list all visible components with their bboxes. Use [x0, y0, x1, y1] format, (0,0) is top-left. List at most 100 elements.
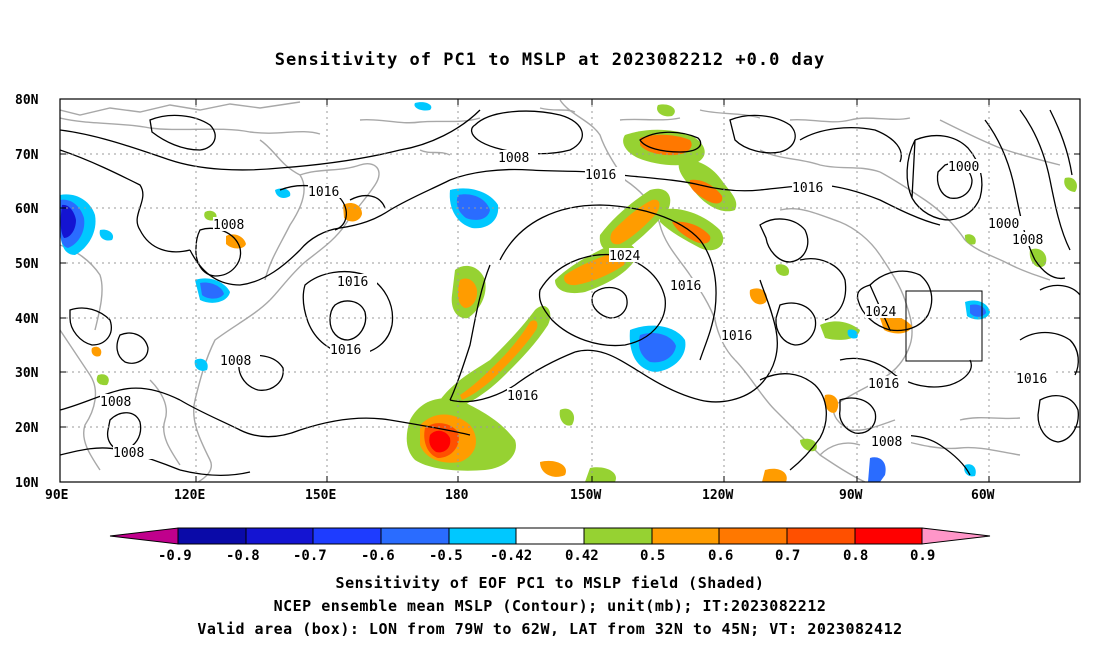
shade-negative	[200, 282, 224, 299]
lon-label: 60W	[971, 488, 995, 503]
caption-line-2: NCEP ensemble mean MSLP (Contour); unit(…	[273, 597, 827, 615]
contour-label: 1016	[330, 343, 361, 358]
colorbar-label: 0.42	[565, 548, 599, 564]
colorbar-box	[786, 527, 856, 545]
lon-label: 150E	[305, 488, 336, 503]
contour-label: 1008	[1012, 233, 1043, 248]
shade-positive	[96, 374, 109, 386]
shade-positive	[762, 468, 787, 482]
shade-positive	[540, 460, 566, 477]
shade-positive	[457, 278, 478, 308]
contour-label: 1000	[948, 160, 979, 175]
contour-label: 1016	[721, 329, 752, 344]
contour-label: 1024	[865, 305, 896, 320]
shade-negative	[194, 358, 208, 371]
shade-positive	[610, 199, 660, 245]
colorbar-box	[718, 527, 788, 545]
lat-label: 40N	[15, 312, 39, 327]
contour-label: 1016	[585, 168, 616, 183]
shade-positive	[440, 305, 551, 410]
shade-positive	[640, 134, 692, 156]
colorbar-label: 0.7	[775, 548, 800, 564]
colorbar-label: 0.5	[640, 548, 665, 564]
lat-label: 10N	[15, 476, 39, 491]
shade-negative	[456, 194, 490, 220]
valid-area-box	[905, 290, 983, 362]
shade-negative	[99, 229, 114, 241]
shade-negative	[964, 464, 976, 477]
lon-label: 180	[445, 488, 469, 503]
lon-label: 90W	[839, 488, 863, 503]
shade-positive	[226, 234, 246, 249]
caption-line-3: Valid area (box): LON from 79W to 62W, L…	[197, 620, 903, 638]
shade-negative	[414, 102, 432, 111]
colorbar-label: 0.8	[843, 548, 868, 564]
lon-label: 150W	[570, 488, 601, 503]
figure-title: Sensitivity of PC1 to MSLP at 2023082212…	[274, 50, 826, 70]
colorbar: -0.9 -0.8 -0.7 -0.6 -0.5 -0.42 0.42 0.5 …	[109, 527, 991, 564]
shade-positive	[1064, 177, 1077, 192]
colorbar-label: 0.9	[910, 548, 935, 564]
contours	[60, 109, 1080, 476]
shade-positive	[749, 288, 767, 305]
shade-negative	[868, 457, 886, 482]
contour-label: 1008	[100, 395, 131, 410]
colorbar-arrow-left	[109, 527, 179, 545]
shade-positive	[657, 104, 675, 117]
lat-label: 30N	[15, 366, 39, 381]
contour-label: 1008	[213, 218, 244, 233]
shade-negative	[60, 204, 76, 238]
contour-labels: 1008 1016 1016 1000 1000 1008 1008 1024 …	[100, 150, 1056, 461]
lat-label: 80N	[15, 93, 39, 108]
lat-label: 20N	[15, 421, 39, 436]
contour-label: 1008	[113, 446, 144, 461]
tick-marks	[60, 98, 1080, 482]
contour-label: 1000	[988, 217, 1019, 232]
map-frame	[59, 98, 1081, 483]
shade-positive	[775, 264, 790, 276]
latitude-labels: 80N 70N 60N 50N 40N 30N 20N 10N	[15, 93, 39, 491]
shade-positive	[343, 203, 362, 222]
colorbar-box	[651, 527, 720, 545]
lon-label: 90E	[45, 488, 68, 503]
caption-line-1: Sensitivity of EOF PC1 to MSLP field (Sh…	[335, 574, 765, 592]
shade-positive	[689, 179, 723, 204]
contour-label: 1024	[609, 249, 640, 264]
gridlines	[60, 99, 1080, 482]
shade-positive	[824, 394, 839, 413]
contour-label: 1008	[220, 354, 251, 369]
shade-negative	[638, 333, 676, 363]
lon-label: 120E	[174, 488, 205, 503]
colorbar-box	[312, 527, 382, 545]
contour-label: 1016	[1016, 372, 1047, 387]
colorbar-box	[854, 527, 923, 545]
contour-label: 1016	[507, 389, 538, 404]
contour-label: 1016	[792, 181, 823, 196]
colorbar-label: 0.6	[708, 548, 733, 564]
colorbar-box	[380, 527, 450, 545]
colorbar-label: -0.8	[226, 548, 260, 564]
colorbar-label: -0.9	[158, 548, 192, 564]
contour-label: 1016	[308, 185, 339, 200]
lat-label: 60N	[15, 202, 39, 217]
lon-label: 120W	[702, 488, 733, 503]
shade-positive	[91, 346, 102, 357]
colorbar-label: -0.6	[361, 548, 395, 564]
contour-label: 1016	[670, 279, 701, 294]
colorbar-box	[245, 527, 314, 545]
contour-label: 1016	[868, 377, 899, 392]
shade-positive	[559, 408, 575, 426]
shade-negative	[275, 188, 291, 198]
shade-positive	[460, 320, 538, 400]
shade-positive	[585, 467, 616, 482]
contour-label: 1016	[337, 275, 368, 290]
colorbar-arrow-right	[921, 527, 991, 545]
contour-label: 1008	[498, 151, 529, 166]
shade-positive	[964, 234, 976, 245]
lat-label: 50N	[15, 257, 39, 272]
colorbar-box	[583, 527, 653, 545]
contour-label: 1008	[871, 435, 902, 450]
shade-negative	[847, 329, 858, 339]
shade-positive	[429, 430, 451, 453]
